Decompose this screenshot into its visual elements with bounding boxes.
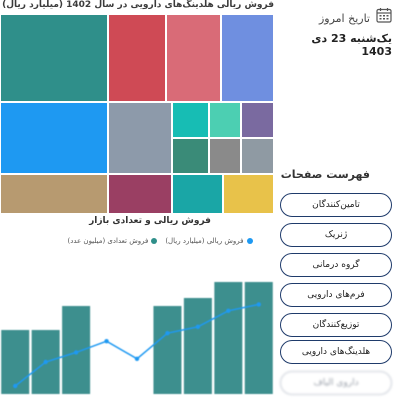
bar-chart-title: فروش ریالی و تعدادی بازار (89, 216, 211, 226)
line-point[interactable] (195, 324, 201, 329)
nav-holdings-button[interactable]: هلدینگ‌های دارویی (280, 340, 392, 364)
treemap-tile[interactable] (0, 174, 108, 214)
treemap-tile[interactable] (0, 14, 108, 102)
treemap-tile[interactable] (108, 102, 172, 174)
nav-suppliers-button[interactable]: تامین‌کنندگان (280, 193, 392, 217)
date-value: یک‌شنبه 23 دی 1403 (311, 32, 392, 58)
bar[interactable] (153, 306, 182, 394)
legend-swatch-rial (246, 238, 253, 244)
treemap-title: فروش ریالی هلدینگ‌های دارویی در سال 1402… (2, 0, 274, 10)
legend-label-rial: فروش ریالی (میلیارد ریال) (165, 237, 244, 245)
line-point[interactable] (226, 308, 231, 313)
treemap-tile[interactable] (221, 14, 274, 102)
treemap-tile[interactable] (209, 102, 241, 138)
nav-generic-button[interactable]: ژنریک (280, 223, 392, 247)
nav-dosage-forms-button[interactable]: فرم‌های دارویی (280, 283, 392, 307)
treemap-tile[interactable] (223, 174, 274, 214)
nav-extra-button[interactable]: داروی الیاف (280, 371, 392, 395)
legend-item-count: فروش تعدادی (میلیون عدد) (68, 237, 158, 245)
bar[interactable] (1, 330, 30, 394)
treemap-tile[interactable] (172, 138, 209, 174)
chart-legend: فروش ریالی (میلیارد ریال) فروش تعدادی (م… (40, 237, 280, 245)
line-point[interactable] (256, 302, 261, 307)
calendar-icon (376, 8, 392, 23)
bar[interactable] (62, 306, 91, 394)
treemap-tile[interactable] (172, 174, 223, 214)
bar[interactable] (183, 298, 212, 394)
pages-list-title: فهرست صفحات (280, 168, 370, 181)
sidebar: تاریخ امروز یک‌شنبه 23 دی 1403 فهرست صفح… (278, 0, 400, 400)
bar[interactable] (214, 282, 243, 394)
line-point[interactable] (13, 383, 18, 389)
treemap-tile[interactable] (108, 174, 172, 214)
treemap-chart (0, 14, 274, 214)
treemap-tile[interactable] (0, 102, 108, 174)
legend-item-rial: فروش ریالی (میلیارد ریال) (165, 237, 253, 245)
bar[interactable] (244, 282, 273, 394)
line-point[interactable] (165, 331, 170, 336)
nav-distributors-button[interactable]: توزیع‌کنندگان (280, 313, 392, 337)
line-point[interactable] (104, 339, 109, 344)
date-label: تاریخ امروز (318, 12, 370, 25)
treemap-tile[interactable] (209, 138, 241, 174)
treemap-tile[interactable] (108, 14, 166, 102)
line-point[interactable] (134, 356, 140, 361)
legend-swatch-count (151, 238, 158, 244)
treemap-tile[interactable] (172, 102, 209, 138)
treemap-tile[interactable] (166, 14, 221, 102)
treemap-tile[interactable] (241, 138, 274, 174)
nav-therapeutic-group-button[interactable]: گروه درمانی (280, 253, 392, 277)
legend-label-count: فروش تعدادی (میلیون عدد) (67, 237, 149, 245)
line-point[interactable] (73, 350, 79, 355)
line-point[interactable] (43, 359, 48, 365)
treemap-tile[interactable] (241, 102, 274, 138)
bar-chart (1, 282, 273, 394)
